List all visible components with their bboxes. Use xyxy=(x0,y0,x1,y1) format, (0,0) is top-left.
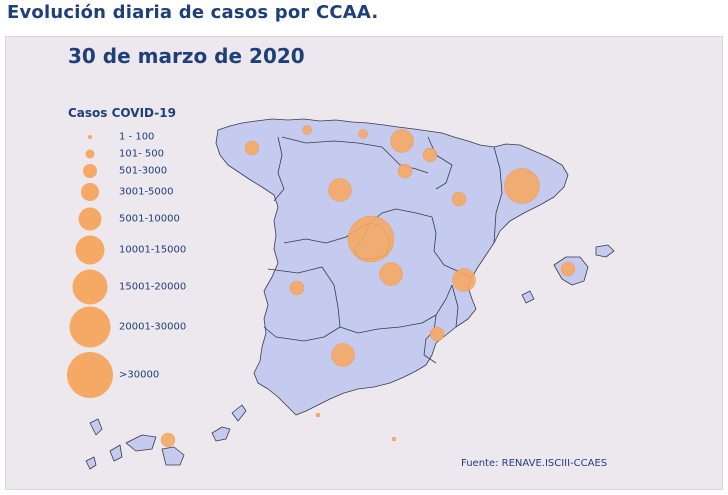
legend-dot-4 xyxy=(81,183,99,201)
border-aragon-cataluna xyxy=(493,146,503,244)
legend-label-7: 15001-20000 xyxy=(119,281,187,293)
bubble-galicia xyxy=(244,140,260,156)
bubble-illes-balears xyxy=(560,261,576,277)
map-date-title: 30 de marzo de 2020 xyxy=(68,44,305,68)
bubble-cantabria xyxy=(358,129,368,139)
bubble-asturias xyxy=(302,125,312,135)
border-asturias-cantabria xyxy=(281,136,359,144)
bubble-comunitat-valenciana xyxy=(452,268,476,292)
ibiza-island xyxy=(521,290,535,304)
border-cyl-north xyxy=(357,142,429,174)
menorca-island xyxy=(595,244,615,258)
border-valencia xyxy=(451,284,459,328)
bubble-melilla xyxy=(391,436,397,442)
bubble-la-rioja xyxy=(397,163,413,179)
bubble-arag-n xyxy=(451,191,467,207)
legend-dot-6 xyxy=(75,235,105,265)
border-galicia xyxy=(273,136,285,202)
legend-label-4: 3001-5000 xyxy=(119,186,174,198)
canary-island-3 xyxy=(109,444,123,462)
legend-label-5: 5001-10000 xyxy=(119,213,180,225)
bubble-layer xyxy=(160,125,576,448)
legend-dot-5 xyxy=(78,207,102,231)
legend-label-6: 10001-15000 xyxy=(119,244,187,256)
legend-label-1: 1 - 100 xyxy=(119,131,155,143)
source-label: Fuente: RENAVE.ISCIII-CCAES xyxy=(461,458,608,469)
bubble-pa-s-vasco xyxy=(390,129,414,153)
legend-dot-9 xyxy=(67,352,113,398)
bubble-canarias xyxy=(160,432,176,448)
bubble-castilla-y-le-n xyxy=(328,178,352,202)
legend-label-2: 101- 500 xyxy=(119,148,164,160)
bubble-navarra xyxy=(422,147,438,163)
map-panel: 30 de marzo de 2020 Casos COVID-19 Fuent… xyxy=(5,36,723,490)
legend-label-8: 20001-30000 xyxy=(119,321,187,333)
bubble-ceuta xyxy=(315,412,321,418)
legend-dot-3 xyxy=(83,164,97,178)
bubble-castilla-la-mancha xyxy=(379,262,403,286)
bubble-catalu-a xyxy=(504,168,540,204)
page-title: Evolución diaria de casos por CCAA. xyxy=(7,2,379,23)
legend-dot-2 xyxy=(85,149,95,159)
canary-island-2 xyxy=(85,456,97,470)
legend-label-9: >30000 xyxy=(119,369,160,381)
canary-island-1 xyxy=(89,418,103,436)
legend-title: Casos COVID-19 xyxy=(68,106,176,120)
legend-label-3: 501-3000 xyxy=(119,165,168,177)
canary-island-4 xyxy=(125,434,157,452)
canary-island-7 xyxy=(231,404,247,422)
bubble-regi-n-de-murcia xyxy=(429,326,445,342)
border-extremadura xyxy=(263,266,341,342)
bubble-andaluc-a xyxy=(331,343,355,367)
canary-island-5 xyxy=(161,446,185,466)
bubble-extremadura xyxy=(289,280,305,296)
border-murcia xyxy=(423,314,437,364)
legend-dot-8 xyxy=(69,306,111,348)
canary-island-6 xyxy=(211,426,231,442)
bubble-madrid xyxy=(347,215,395,263)
legend-dot-7 xyxy=(72,269,108,305)
legend-dot-1 xyxy=(88,135,92,139)
border-clm-andalucia xyxy=(339,284,453,334)
